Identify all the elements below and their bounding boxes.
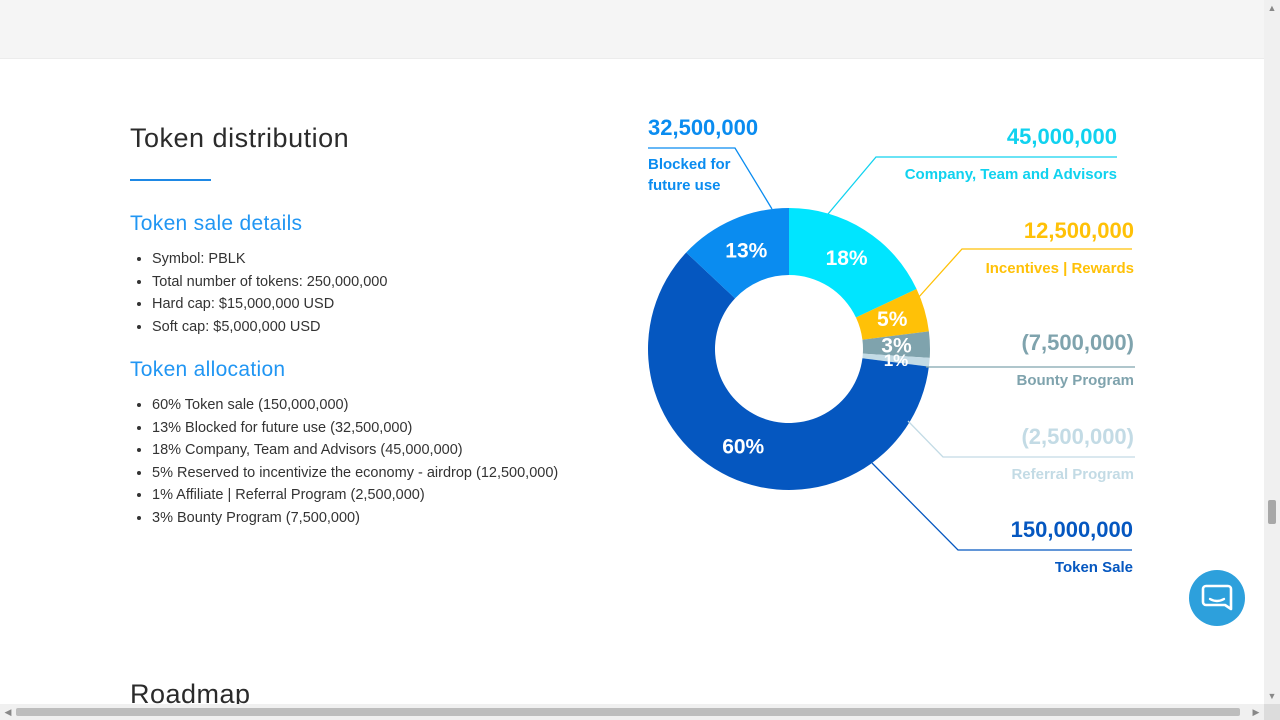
- donut-slices: [647, 208, 930, 490]
- percent-labels: 18% 5% 3%1% 60% 13%: [722, 239, 912, 458]
- leader-line-blocked: [648, 147, 773, 210]
- callout-amount-incentives: 12,500,000: [1024, 218, 1134, 243]
- callout-label-blocked-1: Blocked for: [648, 156, 731, 173]
- title-underline: [130, 179, 211, 181]
- allocation-list: 60% Token sale (150,000,000) 13% Blocked…: [132, 394, 558, 530]
- callout-label-bounty: Bounty Program: [1016, 372, 1134, 389]
- slice-percent-label: 1%: [884, 351, 909, 370]
- list-item: 18% Company, Team and Advisors (45,000,0…: [152, 439, 558, 462]
- leader-line-incentives: [917, 248, 1132, 299]
- token-distribution-chart: 18% 5% 3%1% 60% 13% 32,500,000 Blocked for f…: [647, 115, 1135, 576]
- donut-slice: [855, 288, 929, 340]
- horizontal-scrollbar[interactable]: ◀ ▶: [0, 704, 1264, 720]
- list-item: Total number of tokens: 250,000,000: [152, 271, 387, 294]
- callout-amount-blocked: 32,500,000: [648, 115, 758, 140]
- donut-slice: [789, 208, 917, 318]
- callout-label-blocked-2: future use: [648, 177, 721, 194]
- callout-label-incentives: Incentives | Rewards: [986, 260, 1134, 277]
- list-item: Hard cap: $15,000,000 USD: [152, 293, 387, 316]
- callout-amount-bounty: (7,500,000): [1021, 330, 1134, 355]
- callout-amount-company: 45,000,000: [1007, 124, 1117, 149]
- scroll-up-icon[interactable]: ▲: [1267, 3, 1277, 13]
- scroll-left-icon[interactable]: ◀: [4, 707, 12, 717]
- sale-details-list: Symbol: PBLK Total number of tokens: 250…: [132, 248, 387, 338]
- leader-line-sale: [871, 462, 1132, 551]
- list-item: Soft cap: $5,000,000 USD: [152, 316, 387, 339]
- token-distribution-section: Token distribution Token sale details Sy…: [0, 59, 1264, 704]
- donut-slice: [862, 353, 930, 367]
- donut-slice: [647, 252, 929, 490]
- page-header-band: [0, 0, 1264, 59]
- roadmap-title: Roadmap: [130, 679, 251, 704]
- slice-percent-label: 3%: [881, 335, 912, 358]
- list-item: 1% Affiliate | Referral Program (2,500,0…: [152, 484, 558, 507]
- scrollbar-corner: [1264, 704, 1280, 720]
- list-item: 13% Blocked for future use (32,500,000): [152, 417, 558, 440]
- chat-button[interactable]: [1189, 570, 1245, 626]
- vertical-scroll-thumb[interactable]: [1268, 500, 1276, 524]
- callout-label-sale: Token Sale: [1055, 559, 1133, 576]
- slice-percent-label: 13%: [725, 239, 767, 262]
- list-item: Symbol: PBLK: [152, 248, 387, 271]
- donut-slice: [862, 331, 930, 358]
- callout-label-referral: Referral Program: [1011, 466, 1134, 483]
- slice-percent-label: 5%: [877, 308, 908, 331]
- leader-line-referral: [907, 420, 1135, 458]
- scroll-right-icon[interactable]: ▶: [1252, 707, 1260, 717]
- scroll-down-icon[interactable]: ▼: [1267, 691, 1277, 701]
- donut-slice: [686, 208, 789, 299]
- slice-percent-label: 60%: [722, 435, 764, 458]
- allocation-heading: Token allocation: [130, 358, 286, 381]
- vertical-scrollbar[interactable]: ▲ ▼: [1264, 0, 1280, 704]
- page-title: Token distribution: [130, 123, 350, 153]
- leader-line-company: [827, 156, 1117, 215]
- list-item: 5% Reserved to incentivize the economy -…: [152, 462, 558, 485]
- slice-percent-label: 18%: [826, 247, 868, 270]
- horizontal-scroll-thumb[interactable]: [16, 708, 1240, 716]
- callout-amount-sale: 150,000,000: [1011, 517, 1133, 542]
- chat-icon: [1201, 584, 1233, 611]
- list-item: 3% Bounty Program (7,500,000): [152, 507, 558, 530]
- callout-amount-referral: (2,500,000): [1021, 424, 1134, 449]
- sale-details-heading: Token sale details: [130, 212, 303, 235]
- callout-label-company: Company, Team and Advisors: [905, 166, 1117, 183]
- list-item: 60% Token sale (150,000,000): [152, 394, 558, 417]
